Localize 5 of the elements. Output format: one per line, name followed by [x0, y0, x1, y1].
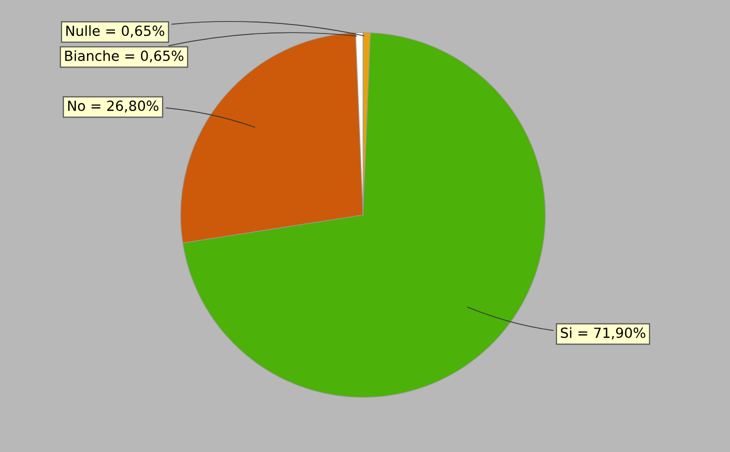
pie-slice — [182, 32, 546, 398]
slice-label: Si = 71,90% — [560, 327, 646, 340]
slice-label: Bianche = 0,65% — [65, 50, 184, 62]
slice-label: No = 26,80% — [68, 100, 158, 112]
slice-label: Nulle = 0,65% — [66, 25, 164, 38]
